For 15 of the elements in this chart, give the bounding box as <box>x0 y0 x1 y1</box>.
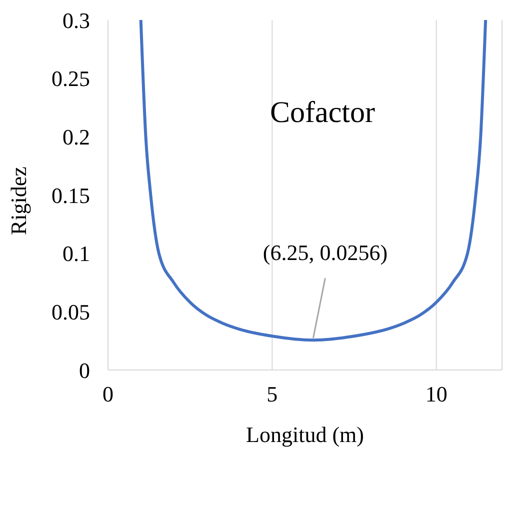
x-axis-title: Longitud (m) <box>246 422 364 447</box>
y-tick-label: 0.05 <box>52 299 90 324</box>
x-tick-label: 0 <box>102 382 114 407</box>
line-series <box>139 20 488 342</box>
y-tick-label: 0.1 <box>62 241 90 266</box>
x-tick-label: 10 <box>425 382 448 407</box>
y-axis-title: Rigidez <box>6 166 31 235</box>
y-tick-label: 0.15 <box>52 182 90 208</box>
y-tick-label: 0.2 <box>62 124 90 150</box>
y-tick-label: 0.3 <box>62 8 90 33</box>
y-tick-label: 0.25 <box>52 66 90 92</box>
annotation: (6.25, 0.0256) <box>262 240 388 266</box>
annotation: Cofactor <box>270 96 375 130</box>
y-tick-label: 0 <box>79 358 90 383</box>
x-tick-label: 5 <box>266 382 278 407</box>
